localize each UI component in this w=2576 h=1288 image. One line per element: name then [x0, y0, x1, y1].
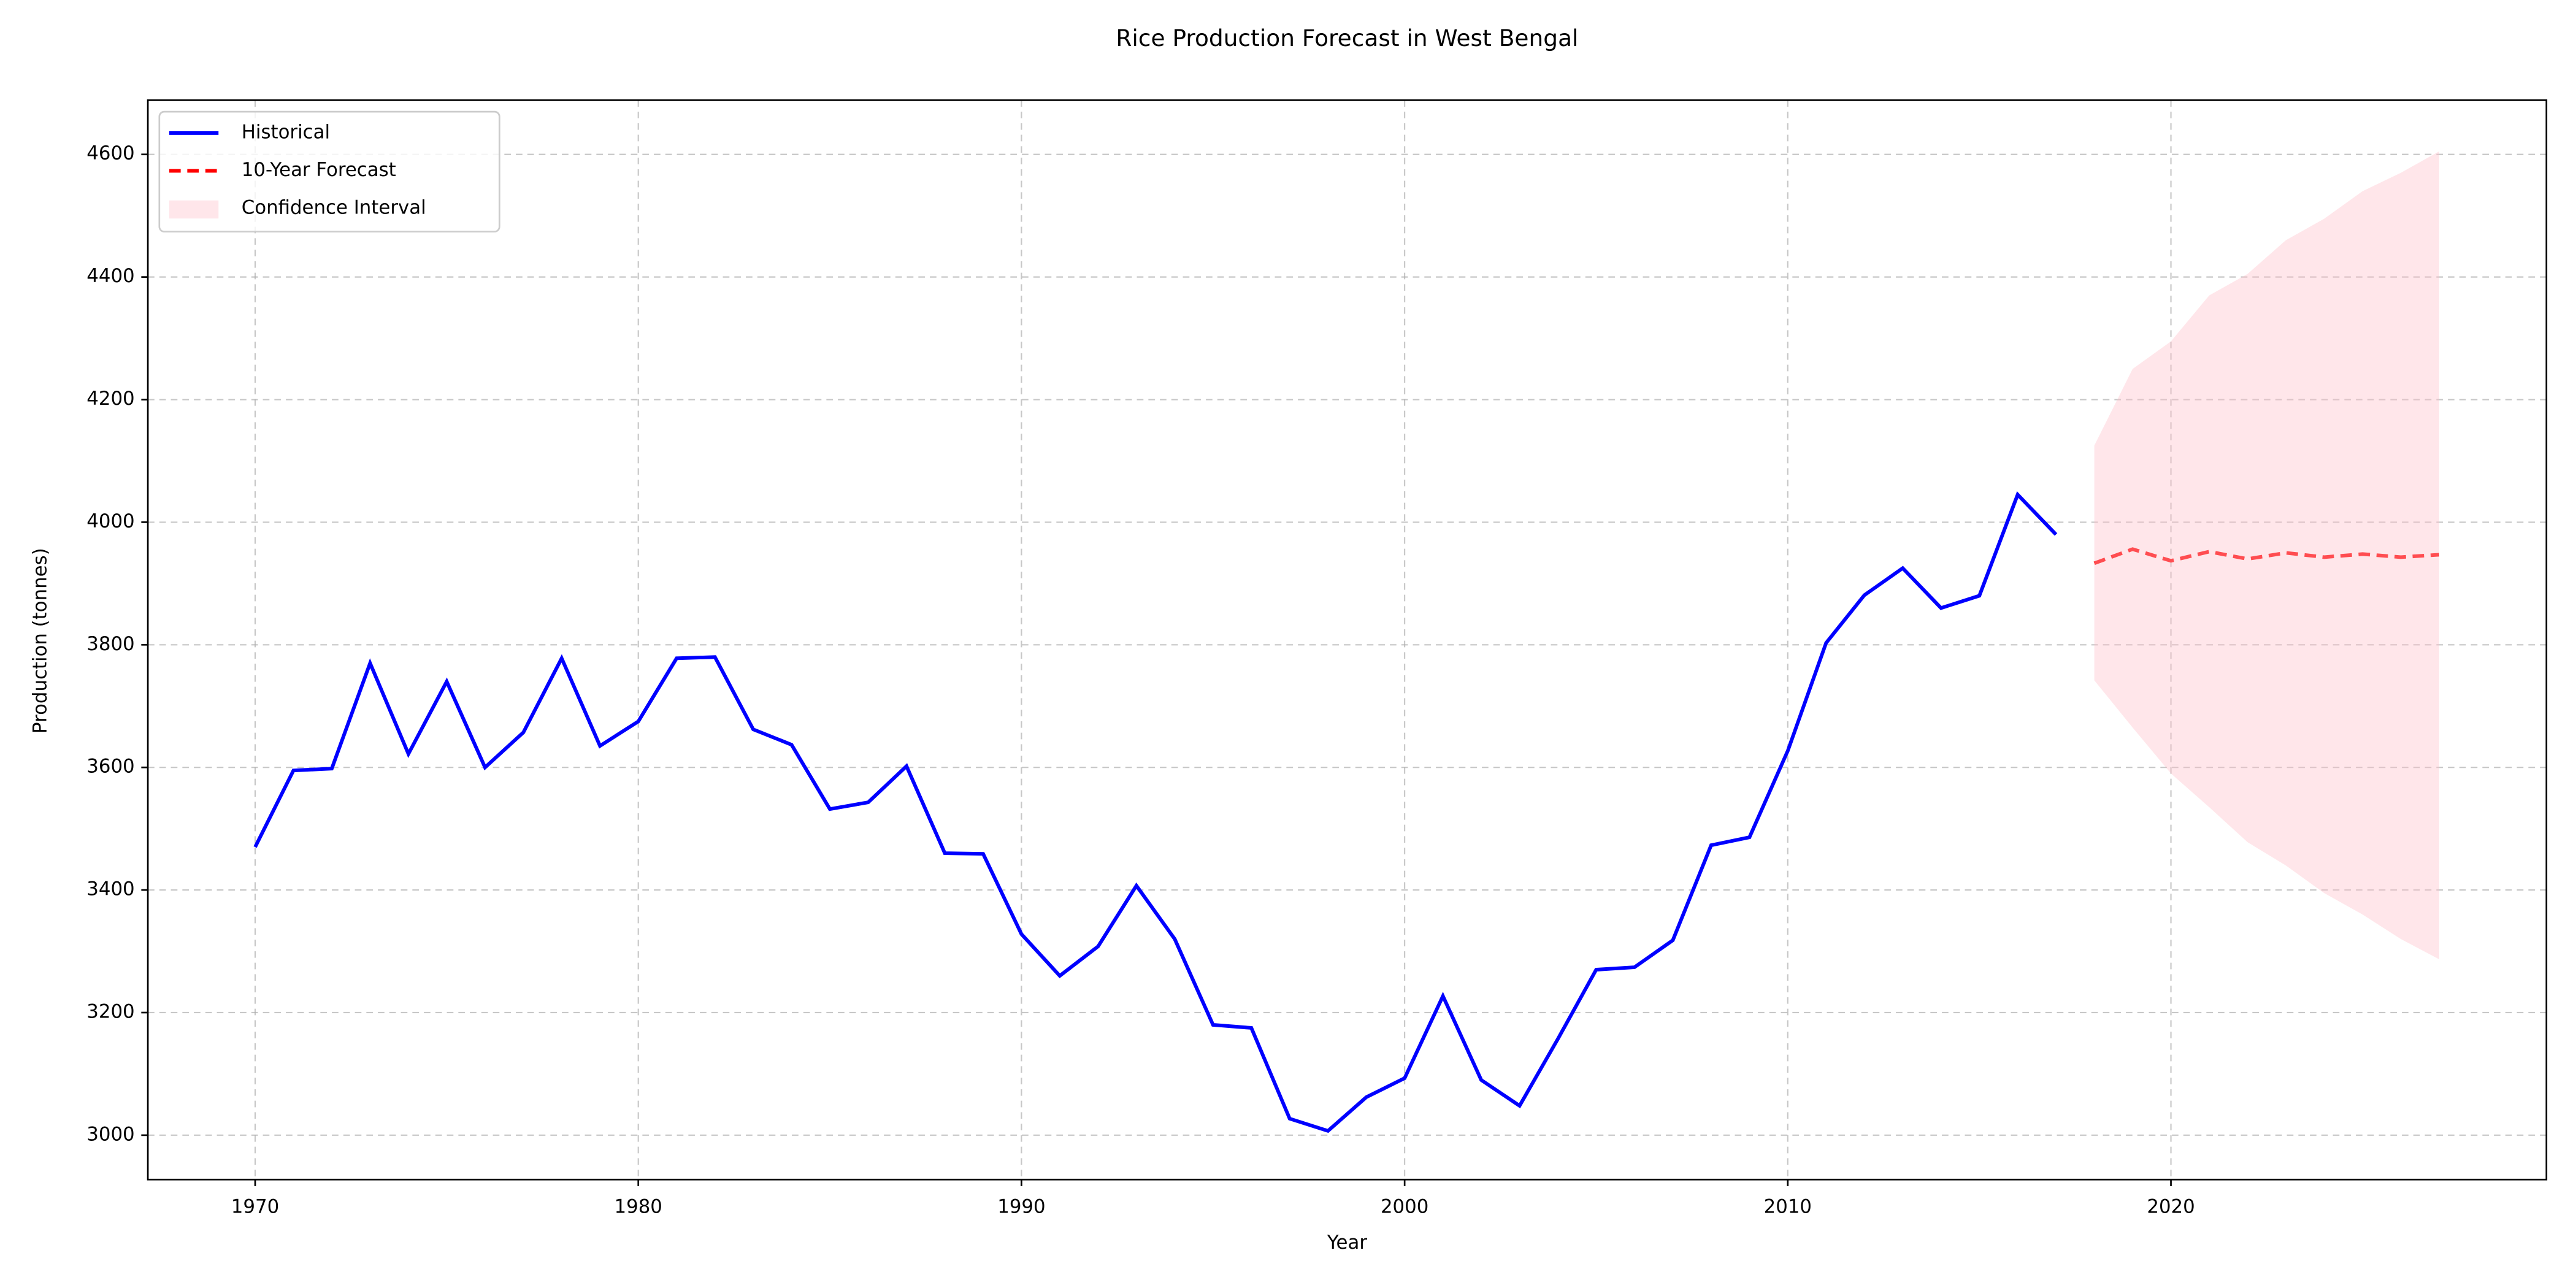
y-tick-label: 4600	[86, 142, 134, 164]
y-tick-label: 4400	[86, 265, 134, 287]
y-tick-label: 3400	[86, 878, 134, 900]
x-tick-label: 1970	[231, 1195, 279, 1217]
y-tick-label: 3600	[86, 756, 134, 778]
y-tick-label: 3200	[86, 1000, 134, 1022]
legend-label: 10-Year Forecast	[242, 159, 396, 181]
y-axis-label: Production (tonnes)	[29, 548, 51, 734]
plot-frame	[147, 99, 2548, 1181]
y-tick-label: 3800	[86, 633, 134, 655]
legend-label: Historical	[242, 121, 330, 143]
y-tick-label: 4000	[86, 510, 134, 532]
x-tick-label: 2010	[1764, 1195, 1812, 1217]
x-tick-label: 2000	[1381, 1195, 1428, 1217]
x-tick-label: 2020	[2147, 1195, 2195, 1217]
legend-label: Confidence Interval	[242, 197, 426, 219]
x-tick-label: 1980	[615, 1195, 662, 1217]
chart-title: Rice Production Forecast in West Bengal	[1116, 25, 1578, 52]
legend-swatch	[169, 200, 219, 219]
series-line	[253, 491, 2058, 1133]
y-tick-label: 3000	[86, 1123, 134, 1145]
x-axis-label: Year	[1327, 1232, 1368, 1254]
legend: Historical 10-Year Forecast Confidence Int…	[158, 110, 500, 233]
legend-box	[158, 110, 500, 233]
confidence-band	[2094, 151, 2439, 960]
series-line	[2093, 547, 2440, 565]
x-tick-label: 1990	[997, 1195, 1045, 1217]
y-tick-label: 4200	[86, 388, 134, 410]
